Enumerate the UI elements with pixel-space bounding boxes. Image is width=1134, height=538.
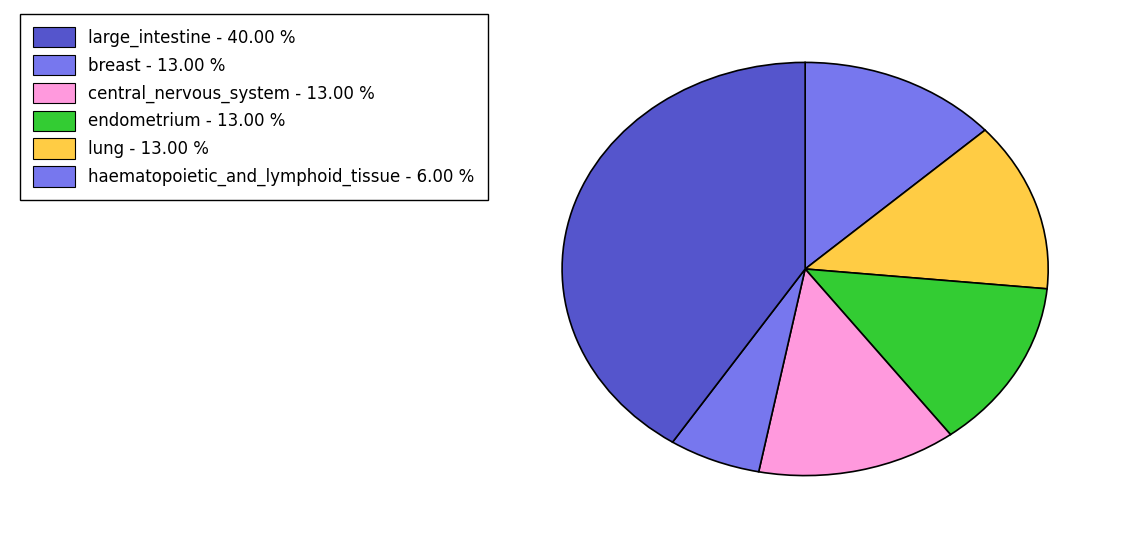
- Wedge shape: [759, 269, 950, 476]
- Wedge shape: [672, 269, 805, 472]
- Wedge shape: [805, 130, 1048, 289]
- Wedge shape: [805, 269, 1047, 435]
- Wedge shape: [805, 62, 985, 269]
- Legend: large_intestine - 40.00 %, breast - 13.00 %, central_nervous_system - 13.00 %, e: large_intestine - 40.00 %, breast - 13.0…: [19, 13, 488, 200]
- Wedge shape: [562, 62, 805, 442]
